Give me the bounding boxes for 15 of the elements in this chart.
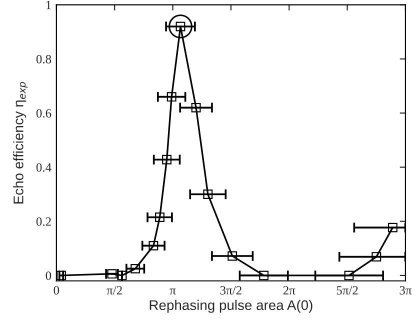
- x-tick-label: 0: [54, 286, 60, 295]
- x-tick-label: 2π: [283, 286, 296, 295]
- y-tick-label: 0: [46, 271, 52, 280]
- y-tick-label: 0.2: [36, 217, 51, 226]
- x-tick-label: 3π/2: [220, 286, 242, 295]
- x-tick-label: 3π: [400, 286, 412, 295]
- y-tick-label: 0.8: [36, 54, 52, 64]
- y-tick-label: 1: [46, 0, 51, 10]
- x-tick-label: π/2: [106, 286, 122, 295]
- y-axis-title: Echo efficiency η$_{exp}$: [13, 82, 28, 204]
- x-axis-title: Rephasing pulse area A(0): [150, 300, 312, 313]
- x-tick-label: π: [170, 288, 176, 295]
- x-tick-label: 5π/2: [336, 286, 358, 295]
- y-tick-label: 0.4: [36, 163, 52, 172]
- y-tick-label: 0.6: [36, 109, 52, 118]
